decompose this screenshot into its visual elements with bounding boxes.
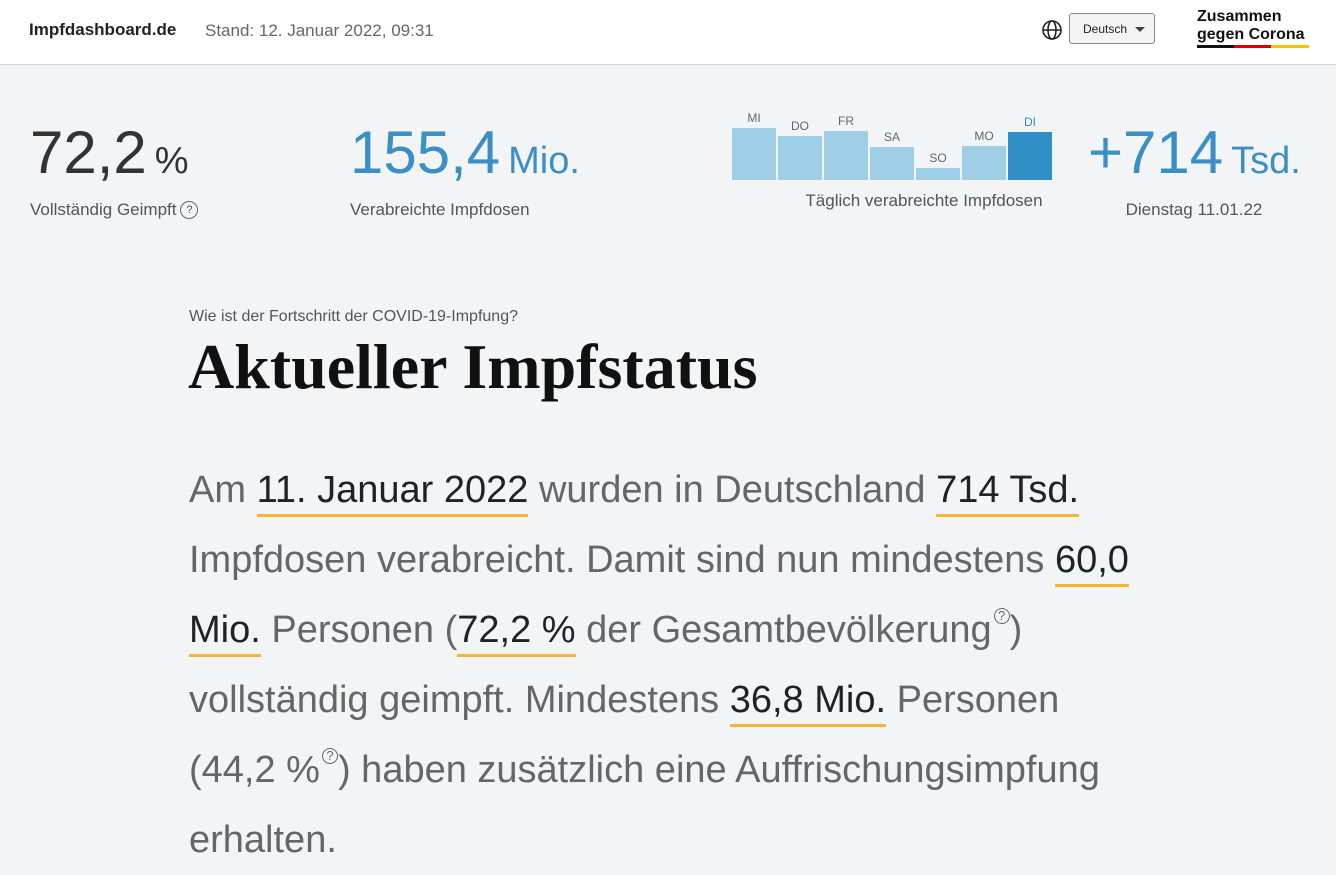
stat-unit: % [154,140,189,182]
logo[interactable]: Zusammen gegen Corona [1197,8,1309,48]
chart-caption: Täglich verabreichte Impfdosen [805,191,1042,210]
stat-label: Dienstag 11.01.22 [1125,200,1263,219]
help-icon[interactable]: ? [321,748,338,764]
bar [962,145,1006,180]
bar [1008,132,1052,180]
bar-label: DO [791,119,809,133]
stat-value: 72,2 [30,119,147,186]
stat: +714 Tsd. Dienstag 11.01.22 [1088,118,1301,220]
paragraph-text: Impfdosen verabreicht. Damit sind nun mi… [189,539,1055,581]
paragraph-text: Personen ( [260,609,458,651]
bar-label: FR [838,114,854,128]
summary-paragraph: Am 11. Januar 2022 wurden in Deutschland… [189,455,1149,875]
bar [870,146,914,180]
stat-label: Vollständig Geimpft [30,200,177,219]
stat-unit: Tsd. [1231,140,1301,182]
timestamp: Stand: 12. Januar 2022, 09:31 [205,21,434,40]
bar-label: MO [974,129,993,143]
bar-label: DI [1024,115,1036,129]
stat-value: +714 [1088,119,1224,186]
bar [732,128,776,180]
bar [778,135,822,180]
bar-label: SO [929,151,946,165]
logo-line: Zusammen [1197,8,1282,25]
paragraph-text: ) haben zusätzlich eine Auffrischungsimp… [189,749,1100,861]
logo-line: gegen Corona [1197,26,1305,43]
bar-label: SA [884,130,900,144]
language-select[interactable]: Deutsch [1069,13,1155,44]
header: Impfdashboard.de Stand: 12. Januar 2022,… [0,0,1336,65]
paragraph-text: Personen (44,2 % [189,679,1060,791]
bar [916,167,960,180]
highlight-value: 72,2 % [457,609,576,657]
stat-label: Verabreichte Impfdosen [350,200,530,219]
help-icon[interactable]: ? [180,201,199,219]
highlight-value: 11. Januar 2022 [256,469,529,517]
highlight-value: 36,8 Mio. [729,679,887,727]
paragraph-text: ) vollständig geimpft. Mindestens [189,609,1023,721]
bar-label: MI [747,111,760,125]
daily-chart: Täglich verabreichte Impfdosen MI DO FR SA S… [732,111,1052,210]
stat-value: 155,4 [350,119,501,186]
paragraph-text: der Gesamtbevölkerung [575,609,992,651]
paragraph-text: Am [189,469,257,511]
section-title: Aktueller Impfstatus [188,331,758,402]
stat: 72,2% Vollständig Geimpft? [30,118,199,220]
help-icon[interactable]: ? [993,608,1010,624]
brand-link[interactable]: Impfdashboard.de [29,20,177,39]
paragraph-text: wurden in Deutschland [528,469,937,511]
stat-unit: Mio. [508,140,580,182]
globe-icon [1042,20,1062,40]
stat: 155,4 Mio. Verabreichte Impfdosen [350,118,580,220]
logo-stripe [1197,45,1309,48]
bar [824,130,868,180]
highlight-value: 60,0 Mio. [189,539,1129,657]
highlight-value: 714 Tsd. [936,469,1080,517]
section-kicker: Wie ist der Fortschritt der COVID-19-Imp… [189,308,518,325]
